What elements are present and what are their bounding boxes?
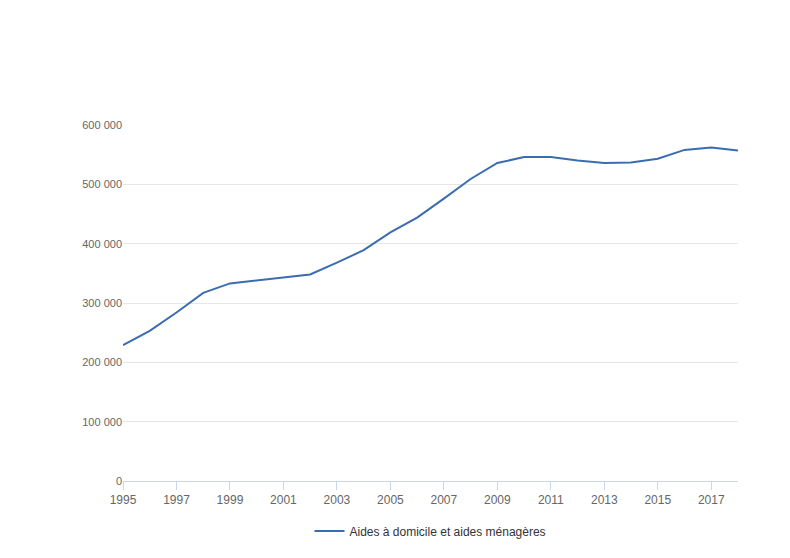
svg-text:2011: 2011	[538, 493, 564, 507]
svg-text:400 000: 400 000	[82, 238, 122, 250]
svg-text:500 000: 500 000	[82, 178, 122, 190]
svg-text:200 000: 200 000	[82, 356, 122, 368]
svg-text:2003: 2003	[324, 493, 351, 507]
svg-text:2007: 2007	[431, 493, 458, 507]
svg-text:300 000: 300 000	[82, 297, 122, 309]
svg-text:2009: 2009	[484, 493, 511, 507]
svg-text:100 000: 100 000	[82, 416, 122, 428]
svg-text:2017: 2017	[698, 493, 725, 507]
svg-text:2015: 2015	[644, 493, 671, 507]
svg-text:2013: 2013	[591, 493, 618, 507]
svg-text:2001: 2001	[270, 493, 297, 507]
svg-text:2005: 2005	[377, 493, 404, 507]
svg-text:600 000: 600 000	[82, 119, 122, 131]
svg-text:1997: 1997	[163, 493, 190, 507]
svg-text:0: 0	[116, 475, 122, 487]
svg-text:1995: 1995	[110, 493, 137, 507]
svg-text:Aides à domicile et aides ména: Aides à domicile et aides ménagères	[350, 525, 546, 539]
svg-text:1999: 1999	[217, 493, 244, 507]
